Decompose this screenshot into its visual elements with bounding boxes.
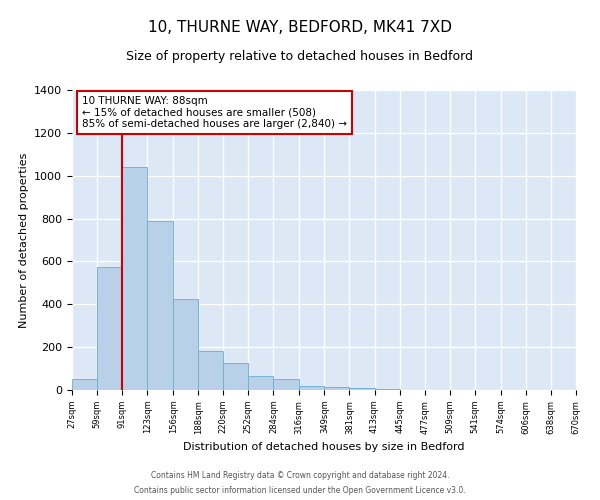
Bar [274, 380, 299, 390]
Bar [97, 267, 122, 390]
Bar [72, 380, 97, 390]
Bar [349, 388, 374, 390]
Bar [122, 167, 147, 390]
X-axis label: Distribution of detached houses by size in Bedford: Distribution of detached houses by size … [183, 442, 465, 452]
Text: Contains public sector information licensed under the Open Government Licence v3: Contains public sector information licen… [134, 486, 466, 495]
Text: Contains HM Land Registry data © Crown copyright and database right 2024.: Contains HM Land Registry data © Crown c… [151, 471, 449, 480]
Bar [173, 299, 198, 390]
Bar [198, 352, 223, 390]
Bar [325, 387, 349, 390]
Y-axis label: Number of detached properties: Number of detached properties [19, 152, 29, 328]
Text: Size of property relative to detached houses in Bedford: Size of property relative to detached ho… [127, 50, 473, 63]
Bar [147, 220, 173, 390]
Bar [374, 389, 400, 390]
Text: 10 THURNE WAY: 88sqm
← 15% of detached houses are smaller (508)
85% of semi-deta: 10 THURNE WAY: 88sqm ← 15% of detached h… [82, 96, 347, 129]
Bar [299, 386, 325, 390]
Bar [223, 363, 248, 390]
Bar [248, 376, 274, 390]
Text: 10, THURNE WAY, BEDFORD, MK41 7XD: 10, THURNE WAY, BEDFORD, MK41 7XD [148, 20, 452, 35]
